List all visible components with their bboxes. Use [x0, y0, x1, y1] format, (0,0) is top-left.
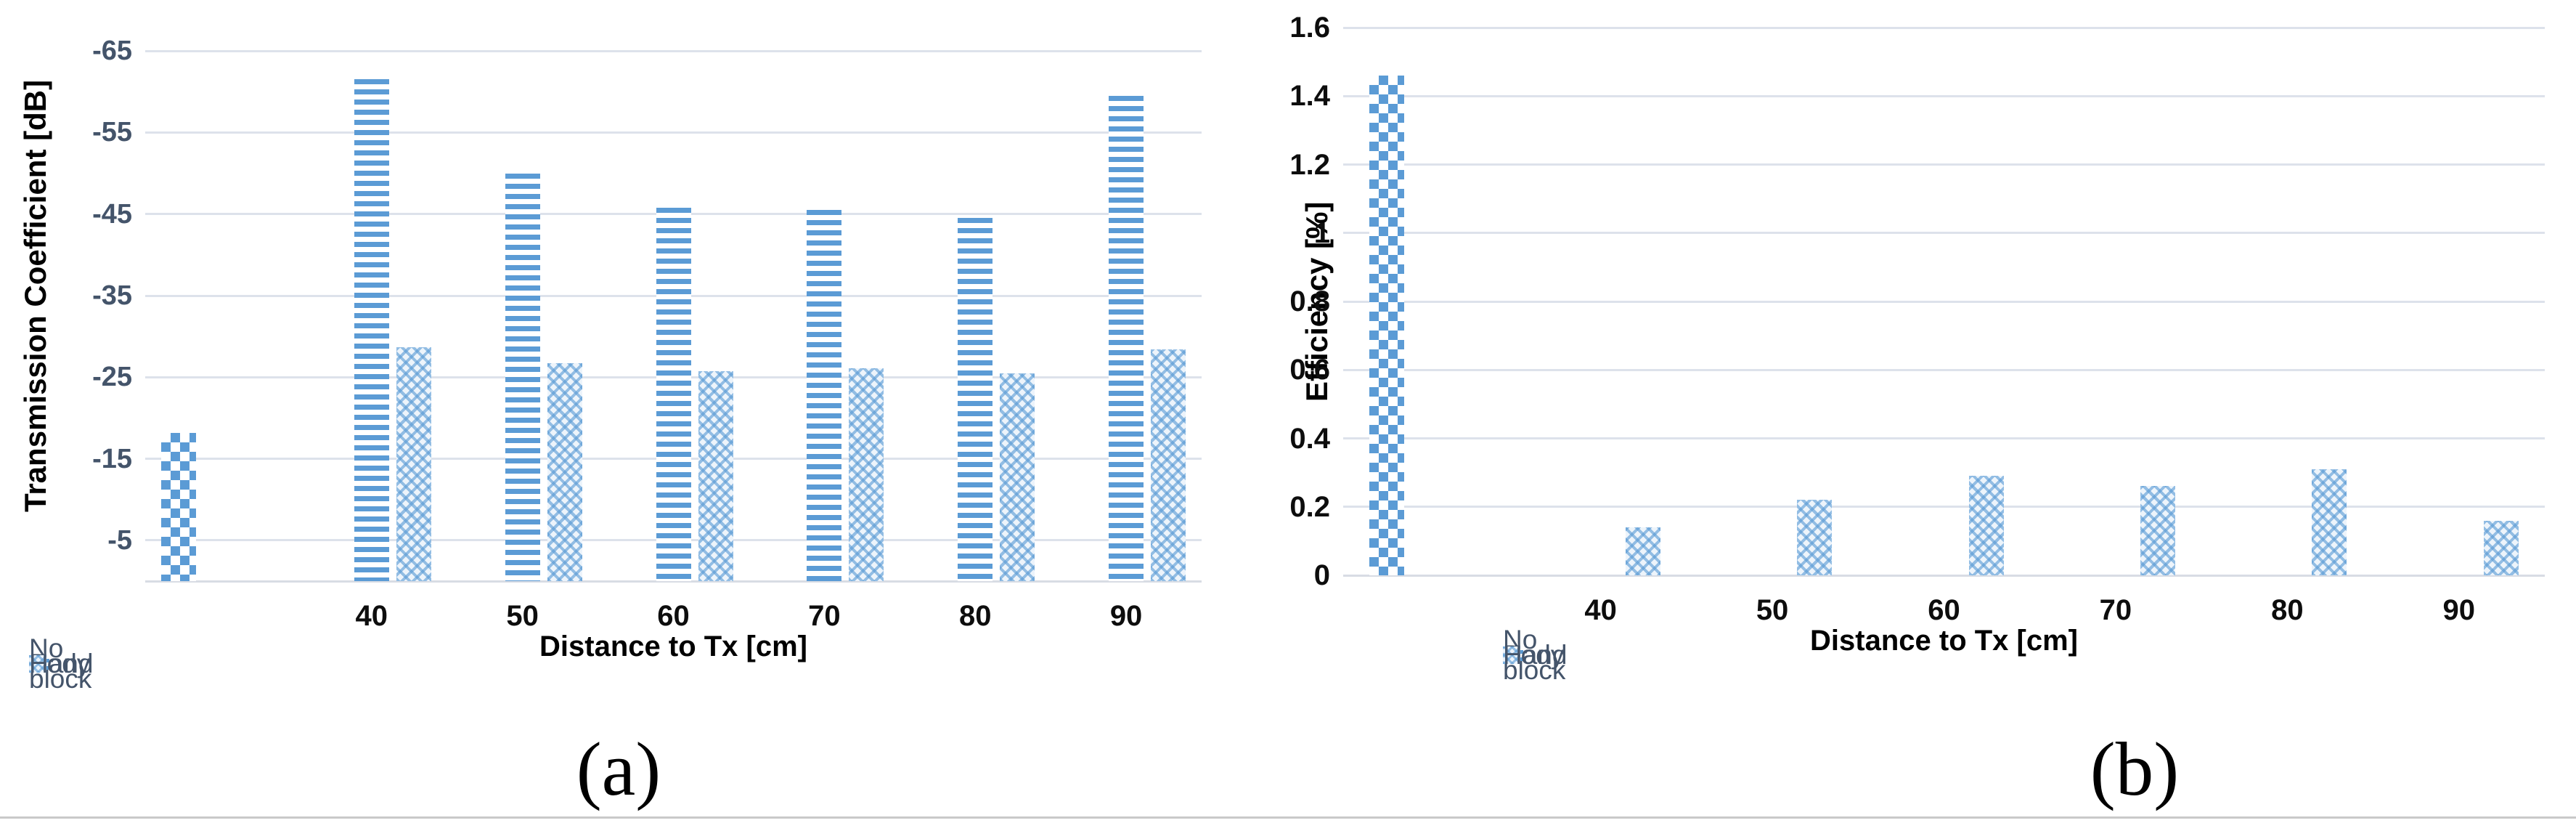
gridline [1343, 437, 2545, 439]
y-axis-tick-label: 1.2 [1289, 148, 1330, 181]
y-axis-tick-label: -65 [92, 36, 132, 67]
x-axis-tick-label: 90 [1109, 600, 1143, 632]
y-axis-tick-label: 1 [1313, 216, 1330, 249]
x-axis-tick-label: 80 [2271, 594, 2304, 626]
y-axis-tick-label: 0 [1313, 559, 1330, 591]
bar-hand [2312, 469, 2347, 575]
legend-label-hand: Hand [29, 649, 94, 678]
y-axis-tick-label: -25 [92, 362, 132, 393]
bar-hand [2140, 486, 2175, 575]
bar-hand [547, 363, 582, 581]
bar-body [505, 173, 540, 581]
x-axis-tick-label: 40 [355, 600, 388, 632]
gridline [145, 131, 1202, 134]
gridline [1343, 300, 2545, 303]
y-axis-tick-label: -35 [92, 280, 132, 311]
y-axis-tick-label: 1.4 [1289, 80, 1330, 113]
bar-hand [1151, 349, 1186, 581]
bar-hand [2483, 520, 2519, 575]
gridline [1343, 26, 2545, 29]
y-axis-tick-label: 0.2 [1289, 490, 1330, 523]
bar-no-block [1369, 75, 1405, 575]
bottom-divider [0, 816, 2576, 819]
bar-hand [1625, 527, 1660, 575]
x-axis-tick-label: 70 [808, 600, 841, 632]
y-axis-tick-label: -45 [92, 198, 132, 230]
y-axis-title-a: Transmission Coefficient [dB] [18, 79, 52, 512]
y-axis-tick-label: 0.4 [1289, 422, 1330, 455]
bar-body [1109, 95, 1144, 581]
bar-hand [849, 368, 884, 581]
x-axis-tick-label: 70 [2099, 594, 2132, 626]
diamond-pattern-swatch-icon [29, 655, 46, 673]
y-axis-tick-label: -55 [92, 117, 132, 148]
x-axis-tick-label: 40 [1584, 594, 1617, 626]
gridline [1343, 506, 2545, 508]
bar-hand [396, 346, 431, 581]
caption-a: (a) [576, 726, 661, 811]
gridline [1343, 368, 2545, 371]
legend-label-hand: Hand [1503, 640, 1568, 670]
x-axis-tick-label: 60 [657, 600, 690, 632]
x-axis-tick-label: 50 [506, 600, 539, 632]
x-axis-line [1343, 574, 2545, 577]
diamond-pattern-swatch-icon [1503, 646, 1520, 664]
x-axis-title-b: Distance to Tx [cm] [1810, 625, 2078, 657]
bar-hand [1968, 476, 2004, 575]
y-axis-tick-label: 0.6 [1289, 354, 1330, 386]
y-axis-tick-label: 0.8 [1289, 285, 1330, 317]
gridline [1343, 232, 2545, 235]
gridline [1343, 94, 2545, 97]
bar-body [354, 79, 389, 581]
y-axis-tick-label: 1.6 [1289, 12, 1330, 44]
bar-hand [1000, 373, 1035, 581]
x-axis-tick-label: 80 [958, 600, 992, 632]
x-axis-tick-label: 50 [1756, 594, 1789, 626]
bar-body [807, 210, 842, 581]
x-axis-tick-label: 90 [2442, 594, 2476, 626]
x-axis-line [145, 580, 1202, 583]
gridline [145, 49, 1202, 52]
gridline [1343, 163, 2545, 166]
y-axis-tick-label: -5 [107, 524, 132, 556]
bar-no-block [160, 432, 196, 581]
y-axis-tick-label: -15 [92, 443, 132, 474]
bar-hand [698, 371, 733, 581]
x-axis-title-a: Distance to Tx [cm] [539, 631, 807, 662]
bar-body [958, 218, 993, 581]
bar-hand [1797, 500, 1833, 575]
x-axis-tick-label: 60 [1928, 594, 1960, 626]
bar-body [656, 207, 691, 581]
caption-b: (b) [2090, 726, 2180, 811]
